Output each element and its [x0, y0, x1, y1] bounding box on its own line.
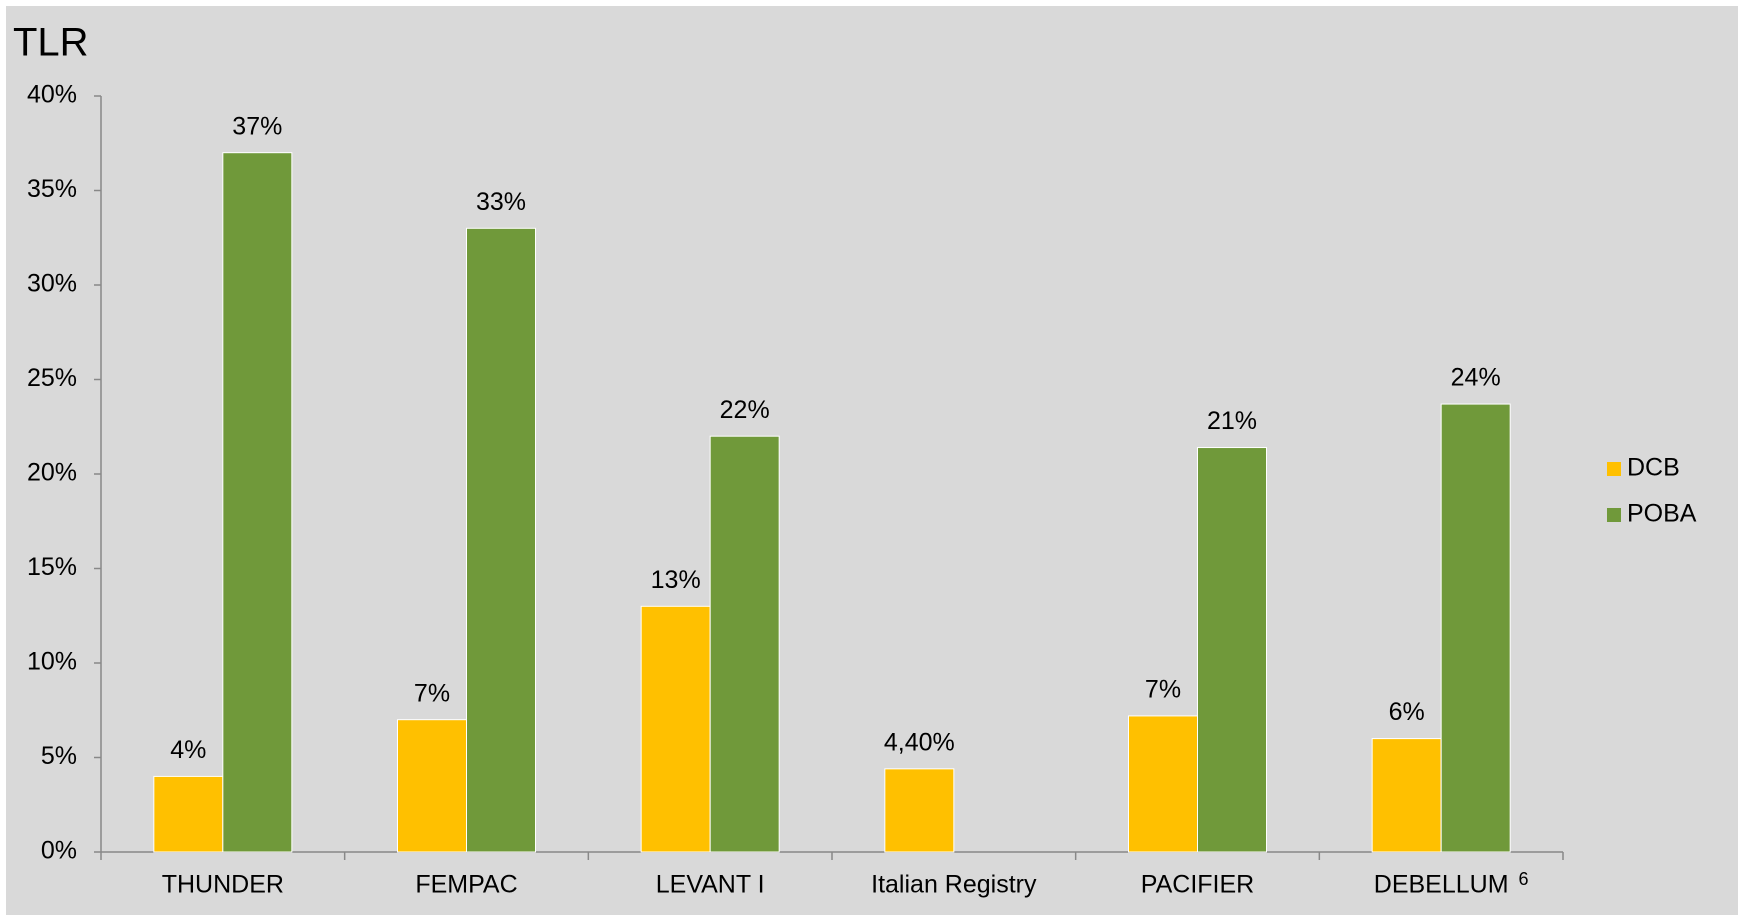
bar — [153, 775, 224, 853]
y-tick-label: 0% — [41, 837, 77, 865]
x-tick-label: FEMPAC — [415, 871, 517, 899]
data-label: 7% — [1145, 676, 1181, 704]
data-label: 24% — [1451, 364, 1501, 392]
bar — [709, 435, 780, 853]
y-tick-label: 35% — [27, 175, 77, 203]
y-tick-label: 25% — [27, 364, 77, 392]
data-label: 21% — [1207, 407, 1257, 435]
y-tick-label: 20% — [27, 459, 77, 487]
footnote: 6 — [1519, 869, 1529, 889]
bar — [466, 227, 536, 853]
x-tick-label: LEVANT I — [656, 871, 765, 899]
data-label: 37% — [232, 112, 282, 140]
data-label: 4,40% — [884, 728, 955, 756]
bar — [640, 605, 711, 853]
data-label: 7% — [414, 679, 450, 707]
bar — [1197, 447, 1267, 853]
x-tick-label: PACIFIER — [1141, 871, 1254, 899]
y-tick-label: 30% — [27, 270, 77, 298]
bar — [397, 719, 467, 853]
legend-label: DCB — [1627, 454, 1680, 482]
bar — [1128, 715, 1198, 853]
y-tick-label: 5% — [41, 742, 77, 770]
data-label: 6% — [1389, 698, 1425, 726]
bar — [1371, 738, 1442, 853]
legend-label: POBA — [1627, 500, 1697, 528]
x-tick-label: THUNDER — [162, 871, 284, 899]
y-tick-label: 40% — [27, 81, 77, 109]
bar — [884, 768, 955, 853]
bar — [1440, 403, 1511, 853]
y-tick-label: 10% — [27, 648, 77, 676]
data-label: 22% — [720, 396, 770, 424]
data-label: 33% — [476, 188, 526, 216]
legend-swatch — [1607, 462, 1621, 476]
data-label: 4% — [170, 736, 206, 764]
chart-title: TLR — [13, 21, 89, 65]
legend-swatch — [1607, 508, 1621, 522]
data-label: 13% — [651, 566, 701, 594]
y-tick-label: 15% — [27, 553, 77, 581]
x-tick-label: DEBELLUM — [1374, 871, 1509, 899]
bar — [222, 152, 293, 853]
x-tick-label: Italian Registry — [871, 871, 1037, 899]
